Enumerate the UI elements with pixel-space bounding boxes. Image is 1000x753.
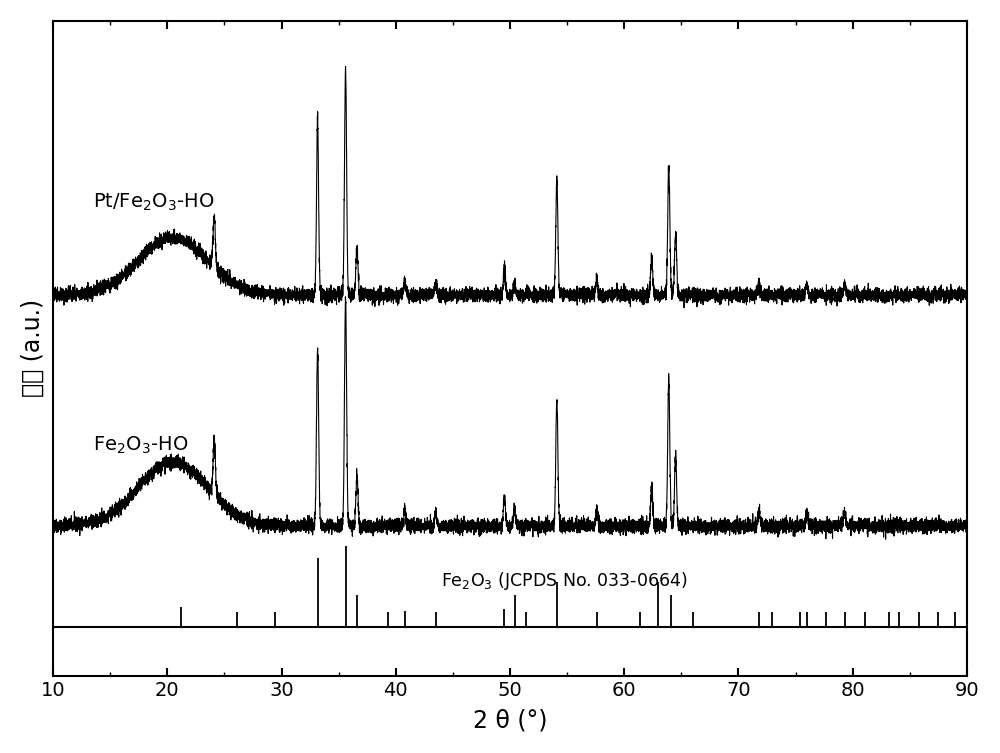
Text: Fe$_2$O$_3$-HO: Fe$_2$O$_3$-HO <box>93 434 189 456</box>
X-axis label: 2 θ (°): 2 θ (°) <box>473 708 547 732</box>
Y-axis label: 强度 (a.u.): 强度 (a.u.) <box>21 300 45 398</box>
Text: Pt/Fe$_2$O$_3$-HO: Pt/Fe$_2$O$_3$-HO <box>93 192 214 213</box>
Text: Fe$_2$O$_3$ (JCPDS No. 033-0664): Fe$_2$O$_3$ (JCPDS No. 033-0664) <box>441 570 688 592</box>
